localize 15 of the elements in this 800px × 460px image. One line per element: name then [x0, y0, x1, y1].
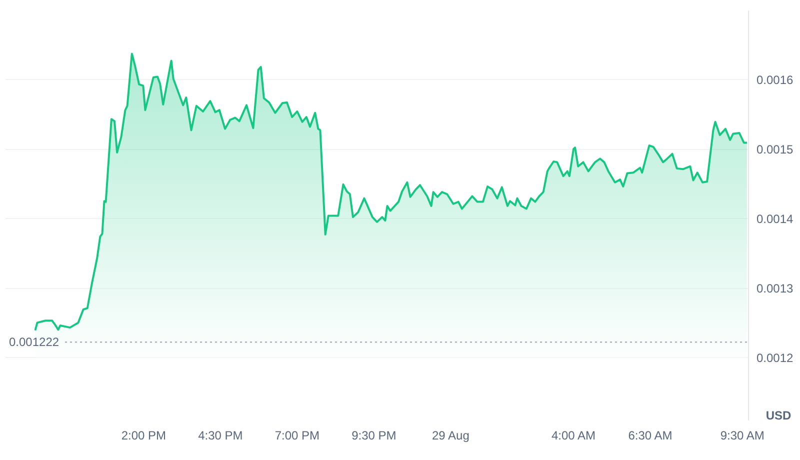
y-tick-label: 0.0014 [756, 212, 794, 226]
x-tick-label: 6:30 AM [628, 428, 672, 442]
y-tick-label: 0.0012 [756, 350, 794, 365]
x-tick-label: 9:30 AM [720, 428, 764, 442]
x-tick-label: 29 Aug [432, 428, 470, 442]
y-tick-label: 0.0013 [756, 281, 794, 296]
x-tick-label: 2:00 PM [121, 428, 166, 442]
ref-line-label: 0.001222 [9, 335, 60, 350]
x-tick-label: 4:00 AM [551, 428, 596, 442]
x-tick-label: 7:00 PM [274, 428, 320, 442]
x-tick-label: 4:30 PM [198, 428, 243, 442]
y-tick-label: 0.0016 [756, 72, 794, 87]
y-tick-label: 0.0015 [756, 142, 794, 156]
y-axis-title: USD [766, 408, 792, 422]
x-tick-label: 9:30 PM [352, 428, 396, 442]
